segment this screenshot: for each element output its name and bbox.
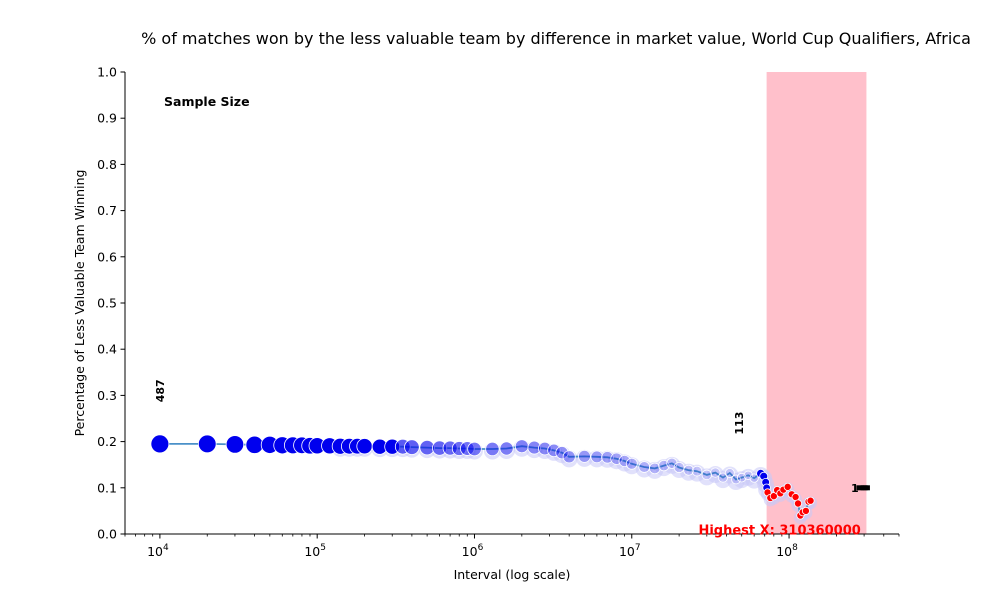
sample-size-header: Sample Size [164, 94, 250, 109]
x-axis-label: Interval (log scale) [454, 567, 571, 582]
y-tick-label: 1.0 [97, 65, 117, 80]
data-point [197, 434, 217, 454]
data-point [562, 450, 576, 464]
data-point [638, 461, 651, 473]
data-point [547, 443, 561, 458]
highlight-point [769, 492, 778, 501]
data-point [404, 439, 420, 455]
data-point [527, 440, 542, 455]
highlight-region [766, 72, 867, 534]
data-point [610, 452, 623, 465]
data-point [601, 451, 614, 464]
y-tick-label: 0.3 [97, 388, 117, 403]
highlight-point [801, 506, 810, 515]
tail-point [862, 485, 870, 491]
data-point [467, 441, 482, 457]
y-tick-label: 0.4 [97, 342, 117, 357]
y-tick-label: 0.2 [97, 434, 117, 449]
y-axis-label: Percentage of Less Valuable Team Winning [72, 170, 87, 437]
data-point [683, 464, 695, 476]
sample-size-label: 1 [851, 482, 859, 495]
highlight-point [806, 496, 815, 505]
data-point [590, 450, 604, 464]
data-point [749, 473, 759, 483]
data-point [691, 465, 703, 477]
data-point [485, 441, 500, 457]
data-point [150, 434, 170, 454]
data-point [649, 462, 661, 475]
tail-point [856, 485, 864, 491]
data-point [673, 461, 685, 473]
sample-size-label: 487 [154, 379, 167, 402]
y-tick-label: 0.6 [97, 249, 117, 264]
band-point [575, 449, 593, 467]
data-point [451, 441, 467, 456]
y-tick-label: 0.8 [97, 157, 117, 172]
data-point [717, 472, 728, 483]
highlight-point [783, 482, 792, 491]
data-point [499, 441, 514, 456]
highlight-point [794, 499, 803, 508]
band-point [483, 442, 501, 460]
data-point [555, 446, 569, 460]
band-point [498, 442, 516, 460]
chart-title: % of matches won by the less valuable te… [141, 29, 971, 48]
y-tick-label: 0.5 [97, 296, 117, 311]
data-point [618, 454, 631, 468]
y-axis-ticks: 0.0 0.1 0.2 0.3 0.4 0.5 0.6 0.7 0.8 0.9 1.0 [97, 65, 125, 542]
data-point [514, 439, 529, 454]
data-point [245, 435, 264, 454]
data-point [225, 435, 245, 454]
data-markers [150, 434, 870, 520]
y-tick-label: 0.9 [97, 111, 117, 126]
data-point [578, 449, 591, 463]
data-point [625, 457, 638, 470]
data-point [731, 474, 741, 485]
y-tick-label: 0.7 [97, 203, 117, 218]
highest-x-label: Highest X: 310360000 [698, 524, 860, 539]
data-point [459, 441, 475, 456]
band-point [513, 439, 531, 457]
sample-size-labels: 487 113 1 [154, 379, 859, 495]
data-point [356, 438, 373, 455]
data-point [701, 469, 713, 481]
data-point [710, 467, 721, 478]
band-point [465, 442, 483, 460]
data-point [724, 468, 735, 478]
sample-size-label: 113 [733, 412, 746, 435]
y-tick-label: 0.0 [97, 527, 117, 542]
y-tick-label: 0.1 [97, 480, 117, 495]
